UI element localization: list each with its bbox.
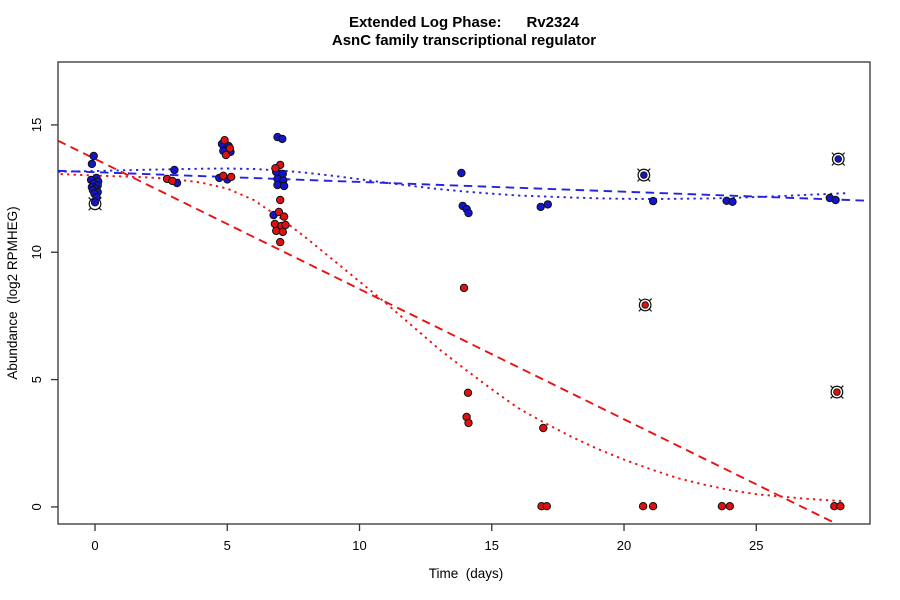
data-point [274, 207, 284, 217]
data-point [539, 423, 548, 433]
x-tick-label: 15 [485, 538, 499, 553]
data-point [170, 165, 179, 175]
data-point [638, 502, 648, 511]
red-points [162, 136, 845, 511]
flagged-point-marker [830, 385, 844, 399]
plot-area: 0 5 10 15 20 25 0 5 10 15 [29, 61, 871, 553]
data-point [87, 159, 97, 169]
red-linear-fit [58, 139, 840, 524]
data-point [227, 172, 236, 182]
data-point [278, 134, 287, 144]
data-point [464, 208, 473, 218]
data-point [463, 388, 473, 397]
data-point [464, 418, 473, 428]
red-smooth-fit [60, 173, 844, 503]
data-point [648, 196, 658, 206]
plot-box [57, 61, 871, 525]
flagged-point-marker [637, 168, 651, 182]
x-tick-label: 0 [91, 538, 98, 553]
blue-smooth-fit [58, 167, 847, 200]
data-point [836, 502, 845, 511]
data-point [168, 176, 177, 186]
flagged-point-marker [831, 152, 846, 166]
chart-title: Extended Log Phase: Rv2324 [349, 14, 580, 31]
flagged-point-marker [638, 298, 653, 312]
data-point [278, 227, 287, 237]
data-point [90, 198, 100, 207]
y-tick-label: 15 [29, 118, 44, 132]
y-tick-label: 0 [29, 503, 44, 510]
blue-points [86, 132, 840, 220]
x-axis-label: Time (days) [429, 566, 504, 581]
data-point [728, 197, 737, 207]
data-point [542, 502, 551, 511]
data-point [225, 144, 235, 153]
data-point [457, 168, 466, 178]
data-point [281, 220, 290, 230]
flagged-points-front [637, 152, 846, 399]
data-point [276, 195, 285, 205]
data-point [725, 502, 734, 511]
data-point [219, 171, 228, 181]
y-tick-label: 10 [29, 245, 44, 259]
y-tick-label: 5 [29, 376, 44, 383]
data-point [89, 151, 98, 161]
fit-lines [58, 139, 870, 524]
data-point [271, 164, 280, 173]
blue-linear-fit [58, 169, 870, 202]
data-point [648, 502, 658, 511]
x-tick-label: 5 [224, 538, 231, 553]
data-point [831, 195, 840, 205]
data-point [536, 202, 545, 212]
x-tick-label: 25 [749, 538, 763, 553]
y-axis-label: Abundance (log2 RPMHEG) [5, 206, 20, 379]
chart-subtitle: AsnC family transcriptional regulator [332, 32, 596, 49]
data-point [276, 237, 285, 247]
data-point [717, 502, 727, 511]
x-tick-label: 10 [352, 538, 366, 553]
data-point [459, 283, 469, 293]
data-point [543, 200, 552, 209]
data-point [279, 181, 289, 191]
data-point [220, 136, 229, 145]
x-tick-label: 20 [617, 538, 631, 553]
data-point [279, 212, 289, 221]
data-point [221, 150, 231, 160]
